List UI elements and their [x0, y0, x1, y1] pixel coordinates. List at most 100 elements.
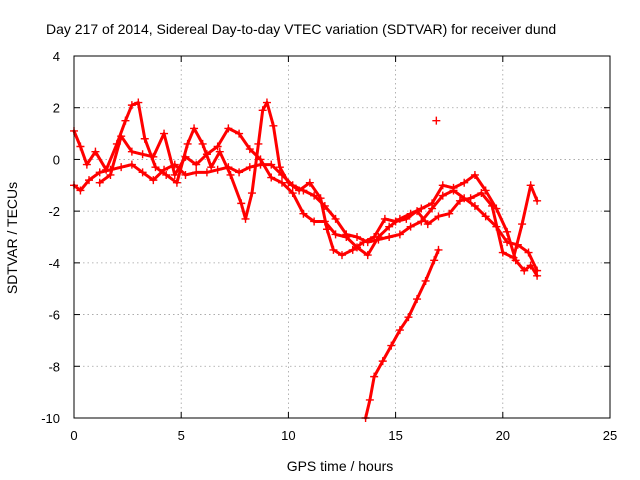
axis-ticks: 0 5 10 15 20 25 -10 -8 -6 -4 -2 0 2 4	[41, 49, 617, 443]
data-point	[213, 142, 222, 151]
data-point	[481, 186, 490, 195]
data-point	[140, 134, 149, 143]
data-point	[245, 145, 254, 154]
y-tick-label: -2	[48, 204, 60, 219]
data-point	[524, 248, 533, 257]
data-point	[498, 248, 507, 257]
data-point	[432, 116, 441, 125]
data-point	[237, 199, 246, 208]
data-point	[477, 189, 486, 198]
data-point	[466, 194, 475, 203]
data-point	[267, 173, 276, 182]
data-point	[310, 191, 319, 200]
x-tick-label: 15	[388, 428, 402, 443]
data-point	[202, 150, 211, 159]
data-point	[149, 152, 158, 161]
data-point	[202, 168, 211, 177]
data-point	[235, 129, 244, 138]
data-point	[192, 160, 201, 169]
data-point	[417, 204, 426, 213]
plot-frame	[73, 55, 611, 419]
data-point	[380, 214, 389, 223]
data-point	[117, 132, 126, 141]
data-point	[395, 326, 404, 335]
data-point	[288, 189, 297, 198]
data-point	[235, 168, 244, 177]
data-point	[192, 168, 201, 177]
data-point	[406, 222, 415, 231]
data-point	[95, 178, 104, 187]
data-point	[172, 178, 181, 187]
data-point	[295, 186, 304, 195]
data-point	[348, 245, 357, 254]
data-point	[434, 245, 443, 254]
data-point	[138, 168, 147, 177]
data-point	[138, 150, 147, 159]
data-point	[254, 139, 263, 148]
data-point	[95, 168, 104, 177]
data-point	[533, 196, 542, 205]
data-point	[247, 189, 256, 198]
series-outlier	[432, 116, 441, 125]
series-layer	[70, 98, 542, 422]
data-point	[329, 245, 338, 254]
data-point	[406, 209, 415, 218]
data-point	[404, 313, 413, 322]
data-point	[91, 147, 100, 156]
data-point	[121, 116, 130, 125]
data-point	[102, 165, 111, 174]
data-point	[82, 160, 91, 169]
data-point	[316, 194, 325, 203]
data-point	[338, 251, 346, 260]
data-point	[395, 230, 404, 239]
data-point	[460, 178, 469, 187]
series-arc-c	[95, 124, 542, 280]
y-tick-label: -4	[48, 256, 60, 271]
data-point	[421, 276, 430, 285]
data-point	[449, 183, 458, 192]
data-point	[183, 139, 192, 148]
data-point	[76, 142, 85, 151]
x-tick-label: 25	[603, 428, 617, 443]
data-point	[518, 220, 527, 229]
data-point	[310, 217, 319, 226]
data-point	[267, 160, 276, 169]
data-point	[520, 266, 529, 275]
data-point	[224, 124, 233, 133]
x-tick-label: 0	[70, 428, 77, 443]
data-point	[134, 98, 143, 107]
data-point	[445, 209, 454, 218]
data-point	[526, 261, 535, 270]
data-point	[262, 98, 271, 107]
data-point	[149, 176, 158, 185]
data-point	[385, 233, 394, 241]
series-arc-b	[70, 98, 542, 262]
data-point	[76, 186, 85, 195]
y-tick-label: -8	[48, 359, 60, 374]
data-point	[331, 230, 340, 239]
data-point	[170, 170, 179, 179]
data-point	[365, 395, 374, 404]
series-line-arc-d	[364, 248, 440, 420]
data-point	[275, 163, 284, 172]
data-point	[353, 243, 362, 252]
data-point	[430, 256, 439, 265]
data-point	[359, 238, 368, 247]
data-point	[423, 220, 432, 229]
data-point	[127, 101, 136, 110]
data-point	[385, 222, 394, 231]
data-point	[160, 129, 169, 138]
y-tick-label: 2	[53, 101, 60, 116]
data-point	[470, 170, 479, 179]
data-point	[190, 124, 199, 133]
data-point	[395, 214, 404, 223]
data-point	[258, 106, 267, 115]
data-point	[470, 201, 479, 210]
data-point	[215, 147, 224, 156]
data-point	[342, 233, 351, 241]
data-point	[213, 165, 222, 174]
x-tick-label: 10	[281, 428, 295, 443]
y-tick-label: 0	[53, 152, 60, 167]
series-arc-d	[361, 245, 443, 422]
